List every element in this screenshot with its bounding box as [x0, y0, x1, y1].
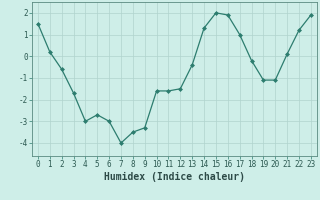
X-axis label: Humidex (Indice chaleur): Humidex (Indice chaleur): [104, 172, 245, 182]
